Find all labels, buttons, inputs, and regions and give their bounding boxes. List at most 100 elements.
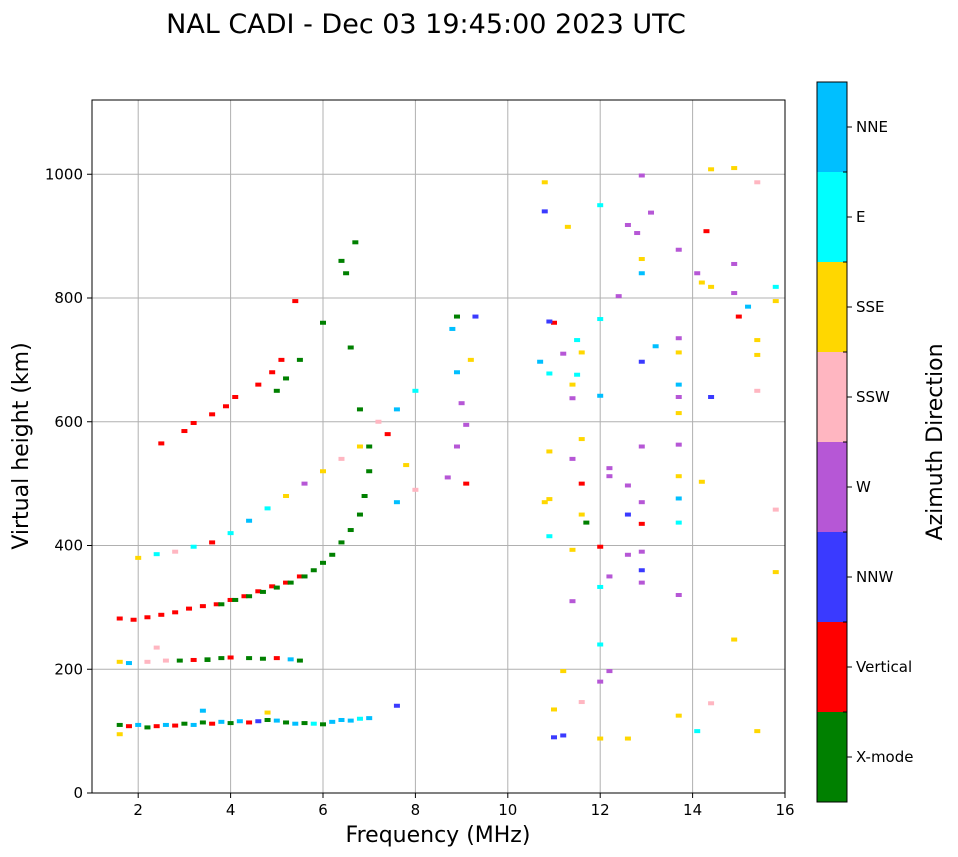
colorbar-segment (817, 622, 847, 712)
echo-point (181, 429, 188, 434)
echo-point (116, 722, 123, 727)
echo-point (269, 370, 276, 375)
chart-title: NAL CADI - Dec 03 19:45:00 2023 UTC (166, 9, 686, 40)
x-axis-ticks: 2 4 6 8 10 12 14 16 (133, 793, 795, 819)
echo-point (772, 299, 779, 304)
colorbar-tick-label: X-mode (856, 748, 913, 766)
echo-point (578, 350, 585, 355)
x-axis-label: Frequency (MHz) (346, 823, 531, 848)
echo-point (347, 345, 354, 350)
echo-point (675, 411, 682, 416)
echo-point (273, 585, 280, 590)
echo-point (209, 540, 216, 545)
echo-point (172, 723, 179, 728)
echo-point (597, 679, 604, 684)
echo-point (199, 604, 206, 609)
echo-point (153, 645, 160, 650)
echo-point (218, 602, 225, 607)
echo-point (190, 544, 197, 549)
echo-point (246, 720, 253, 725)
echo-point (624, 222, 631, 227)
echo-point (675, 350, 682, 355)
echo-point (541, 209, 548, 214)
colorbar-tick-label: E (856, 208, 865, 226)
echo-point (338, 540, 345, 545)
echo-point (638, 500, 645, 505)
colorbar-tick-label: SSE (856, 298, 885, 316)
echo-point (578, 481, 585, 486)
echo-point (560, 351, 567, 356)
colorbar-tick-label: NNW (856, 568, 893, 586)
x-tick-label: 4 (226, 801, 236, 819)
echo-point (675, 336, 682, 341)
echo-point (356, 716, 363, 721)
echo-point (638, 359, 645, 364)
echo-point (232, 597, 239, 602)
echo-point (366, 444, 373, 449)
echo-point (578, 437, 585, 442)
echo-point (615, 294, 622, 299)
echo-point (153, 552, 160, 557)
colorbar-segment (817, 442, 847, 532)
echo-point (310, 568, 317, 573)
echo-point (638, 549, 645, 554)
echo-point (467, 357, 474, 362)
echo-point (130, 617, 137, 622)
echo-point (153, 724, 160, 729)
echo-point (638, 568, 645, 573)
colorbar-tick-label: NNE (856, 118, 888, 136)
echo-point (352, 240, 359, 245)
echo-point (162, 658, 169, 663)
y-tick-label: 0 (73, 784, 83, 802)
echo-point (343, 271, 350, 276)
echo-point (227, 655, 234, 660)
echo-point (597, 544, 604, 549)
echo-point (227, 597, 234, 602)
echo-point (320, 560, 326, 565)
y-tick-label: 800 (54, 289, 83, 307)
y-tick-label: 400 (54, 537, 83, 555)
colorbar-label: Azimuth Direction (923, 343, 948, 540)
echo-point (329, 719, 336, 724)
data-points (116, 166, 779, 741)
echo-point (578, 700, 585, 705)
echo-point (449, 326, 456, 331)
echo-point (366, 469, 373, 474)
echo-point (675, 593, 682, 597)
echo-point (338, 717, 345, 722)
echo-point (287, 580, 294, 585)
echo-point (125, 661, 132, 666)
y-tick-label: 1000 (45, 165, 83, 183)
echo-point (458, 401, 465, 406)
echo-point (675, 247, 682, 252)
echo-point (624, 552, 631, 557)
echo-point (463, 481, 470, 486)
echo-point (546, 534, 553, 539)
colorbar-segment (817, 712, 847, 802)
echo-point (551, 707, 557, 712)
echo-point (606, 669, 613, 674)
echo-point (754, 388, 761, 393)
echo-point (698, 280, 705, 285)
echo-point (144, 659, 151, 664)
echo-point (144, 725, 151, 730)
echo-point (444, 475, 451, 480)
echo-point (754, 338, 761, 343)
echo-point (218, 656, 225, 661)
echo-point (638, 521, 645, 526)
echo-point (675, 442, 682, 447)
echo-point (745, 304, 752, 309)
echo-point (652, 344, 659, 349)
echo-point (597, 642, 604, 647)
echo-point (675, 520, 682, 525)
echo-point (731, 261, 738, 266)
x-tick-label: 14 (683, 801, 702, 819)
echo-point (754, 352, 761, 357)
echo-point (453, 444, 460, 449)
echo-point (162, 722, 169, 727)
echo-point (209, 721, 216, 726)
echo-point (301, 574, 308, 579)
echo-point (546, 371, 553, 376)
echo-point (578, 512, 585, 517)
echo-point (675, 474, 682, 479)
